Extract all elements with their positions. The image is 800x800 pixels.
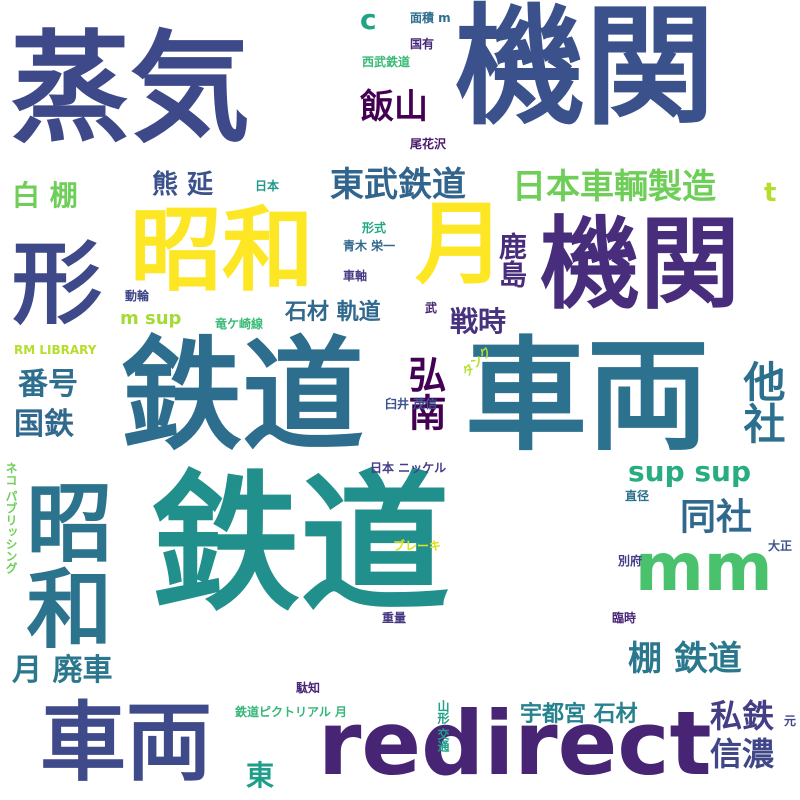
word-kikan-mid: 機関 <box>540 206 740 323</box>
word-beppu: 別府 <box>618 554 643 568</box>
word-tobu-tetsudo: 東武鉄道 <box>330 165 466 205</box>
word-nippon-small: 日本 <box>255 179 280 193</box>
word-bu: 武 <box>425 301 438 315</box>
word-tasha: 他社 <box>737 360 786 444</box>
word-kikan-top: 機関 <box>455 0 716 143</box>
word-moto: 元 <box>784 714 797 728</box>
word-konan: 弘南 <box>402 355 446 431</box>
word-utsunomiya-sekizai: 宇都宮 石材 <box>520 702 638 727</box>
word-showa-yellow: 昭和 <box>130 197 315 304</box>
word-aoki-eiichi: 青木 栄一 <box>343 239 396 253</box>
word-m-sup: m sup <box>120 308 182 329</box>
word-neko-publishing: ネコ パブリッシング <box>4 462 18 575</box>
word-yamagata-kotsu: 山形 交通 <box>436 700 450 753</box>
word-menseki-m: 面積 m <box>410 11 451 25</box>
word-kashima: 鹿島 <box>495 232 528 288</box>
word-tsuki-yellow: 月 <box>415 192 505 297</box>
word-usui-shigenobu: 臼井 茂信 <box>385 397 438 411</box>
word-chokkei: 直径 <box>625 489 650 503</box>
word-kokuyu: 国有 <box>410 37 435 51</box>
word-tana-tetsudo: 棚 鉄道 <box>628 639 742 679</box>
word-obanazawa: 尾花沢 <box>410 137 447 151</box>
word-rinji: 臨時 <box>612 611 637 625</box>
word-juryo: 重量 <box>382 611 407 625</box>
word-dosha: 同社 <box>680 497 753 538</box>
word-dorin: 動輪 <box>125 289 150 303</box>
word-c: c <box>360 3 377 36</box>
word-seibu-tetsudo: 西武鉄道 <box>362 55 411 69</box>
word-kata: 形 <box>12 232 102 337</box>
word-shinano: 信濃 <box>710 735 775 773</box>
word-keishiki: 形式 <box>362 221 387 235</box>
word-sharyo-bottom: 車両 <box>40 693 212 793</box>
word-brake: ブレーキ <box>393 539 442 553</box>
word-mm: mm <box>635 529 773 606</box>
word-showa-vertical: 昭和 <box>11 478 111 650</box>
word-tetsudo-large: 鉄道 <box>150 458 451 632</box>
word-shiratana: 白 棚 <box>12 179 78 212</box>
word-nippon-nickel: 日本 ニッケル <box>370 461 447 475</box>
word-redirect: redirect <box>318 692 712 795</box>
word-kokutetsu: 国鉄 <box>14 407 74 442</box>
word-shitetsu: 私鉄 <box>710 697 775 735</box>
word-tsuki-haisha: 月 廃車 <box>12 653 113 688</box>
word-shajiku: 車軸 <box>343 269 368 283</box>
word-tetsudo-pictorial: 鉄道ピクトリアル 月 <box>235 705 348 719</box>
word-sup-sup: sup sup <box>628 455 752 488</box>
word-higashi: 東 <box>246 759 275 792</box>
word-yuen: 熊 延 <box>152 170 214 200</box>
word-sekizai-kido: 石材 軌道 <box>285 300 381 325</box>
word-t: t <box>764 178 777 208</box>
word-joki: 蒸気 <box>10 20 250 159</box>
word-nippon-sharyo: 日本車輌製造 <box>512 167 716 207</box>
word-sharyo-large: 車両 <box>465 325 709 467</box>
word-rm-library: RM LIBRARY <box>14 343 97 357</box>
word-senji: 戦時 <box>450 305 507 338</box>
word-ryugasaki-sen: 竜ケ崎線 <box>215 317 264 331</box>
word-iiyama: 飯山 <box>360 87 428 127</box>
word-bango: 番号 <box>18 367 78 402</box>
word-dachi: 駄知 <box>296 681 321 695</box>
word-tetsudo-medium: 鉄道 <box>120 325 364 467</box>
word-taisho: 大正 <box>768 539 793 553</box>
